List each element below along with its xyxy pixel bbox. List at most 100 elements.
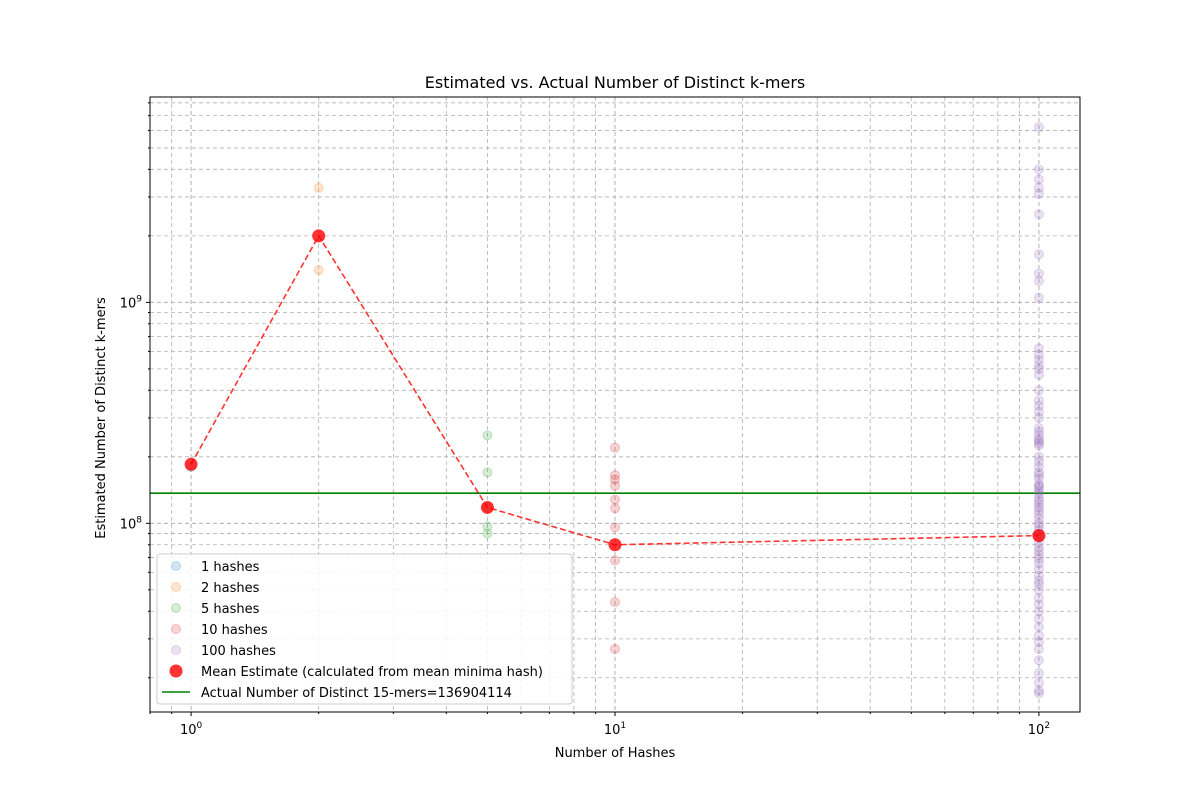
chart-title: Estimated vs. Actual Number of Distinct … (425, 73, 805, 92)
scatter-point (313, 265, 324, 276)
scatter-point (610, 522, 620, 533)
scatter-point (1033, 570, 1044, 581)
scatter-point (610, 503, 620, 514)
scatter-point (610, 474, 620, 485)
scatter-point (610, 597, 620, 608)
scatter-point (1033, 513, 1044, 524)
scatter-point (1033, 188, 1044, 199)
scatter-point (1033, 479, 1044, 490)
scatter-point (1033, 668, 1044, 679)
scatter-point (1033, 164, 1044, 175)
scatter-point (1033, 518, 1044, 529)
scatter-point (1033, 499, 1044, 510)
scatter-point (610, 470, 620, 481)
scatter-point (1033, 655, 1044, 666)
scatter-point (482, 467, 493, 478)
scatter-point (1033, 349, 1044, 360)
scatter-point (610, 555, 620, 566)
scatter-point (1033, 426, 1044, 437)
y-tick-label: 108 (120, 515, 143, 532)
scatter-point (1033, 688, 1044, 699)
legend-marker (171, 561, 181, 571)
scatter-point (1033, 209, 1044, 220)
scatter-point (1033, 553, 1044, 564)
scatter-point (1033, 482, 1044, 493)
scatter-point (610, 480, 620, 491)
scatter-point (610, 442, 620, 453)
legend-marker-mean (169, 664, 183, 678)
scatter-point (1033, 400, 1044, 411)
scatter-point (1033, 363, 1044, 374)
scatter-point (1033, 496, 1044, 507)
legend-marker (171, 603, 181, 613)
legend-marker (171, 582, 181, 592)
legend-marker (171, 645, 181, 655)
scatter-point (1033, 592, 1044, 603)
mean-estimate-point (480, 500, 494, 514)
legend-label: 100 hashes (201, 644, 276, 659)
scatter-point (1033, 545, 1044, 556)
scatter-point (1033, 579, 1044, 590)
scatter-point (610, 643, 620, 654)
scatter-point (482, 521, 493, 532)
scatter-point (1033, 369, 1044, 380)
scatter-point (1033, 606, 1044, 617)
legend-label: 5 hashes (201, 602, 260, 617)
scatter-point (1033, 343, 1044, 354)
scatter-point (1033, 643, 1044, 654)
x-tick-label: 100 (180, 721, 203, 738)
scatter-point (1033, 473, 1044, 484)
legend-label: Mean Estimate (calculated from mean mini… (201, 665, 543, 680)
y-tick-label: 109 (120, 294, 143, 311)
scatter-point (1033, 451, 1044, 462)
scatter-point (1033, 549, 1044, 560)
scatter-point (1033, 440, 1044, 451)
scatter-point (1033, 685, 1044, 696)
scatter-point (1033, 575, 1044, 586)
scatter-point (1033, 174, 1044, 185)
scatter-point (1033, 182, 1044, 193)
legend-box (156, 553, 573, 705)
scatter-point (1033, 434, 1044, 445)
scatter-point (1033, 436, 1044, 447)
scatter-point (610, 494, 620, 505)
mean-estimate-point (608, 538, 622, 552)
scatter-point (313, 182, 324, 193)
scatter-point (1033, 505, 1044, 516)
scatter-point (1033, 412, 1044, 423)
scatter-point (1033, 406, 1044, 417)
legend-label: Actual Number of Distinct 15-mers=136904… (201, 686, 512, 701)
scatter-point (1033, 542, 1044, 553)
legend: 1 hashes 2 hashes 5 hashes 10 hashes 100 has… (156, 553, 573, 705)
scatter-point (1033, 423, 1044, 434)
scatter-point (1033, 360, 1044, 371)
scatter-point (1033, 637, 1044, 648)
legend-label: 10 hashes (201, 623, 268, 638)
scatter-point (1033, 461, 1044, 472)
scatter-point (1033, 486, 1044, 497)
scatter-point (1033, 480, 1044, 491)
x-tick-label: 101 (604, 721, 626, 738)
mean-estimate-layer (184, 229, 1046, 552)
scatter-point (1033, 564, 1044, 575)
scatter-point (1033, 385, 1044, 396)
scatter-point (1033, 677, 1044, 688)
scatter-point (1033, 275, 1044, 286)
x-axis-label: Number of Hashes (555, 746, 676, 761)
scatter-point (1033, 395, 1044, 406)
y-axis-label: Estimated Number of Distinct k-mers (94, 297, 109, 539)
mean-estimate-point (312, 229, 326, 243)
x-tick-label: 102 (1028, 721, 1050, 738)
scatter-point (482, 430, 493, 441)
scatter-point (1033, 630, 1044, 641)
scatter-point (1033, 488, 1044, 499)
scatter-point (1033, 613, 1044, 624)
scatter-point (1033, 438, 1044, 449)
legend-label: 1 hashes (201, 560, 260, 575)
scatter-point (1033, 354, 1044, 365)
legend-marker (171, 624, 181, 634)
scatter-point (1033, 292, 1044, 303)
mean-estimate-point (1032, 529, 1046, 543)
scatter-point (1033, 599, 1044, 610)
